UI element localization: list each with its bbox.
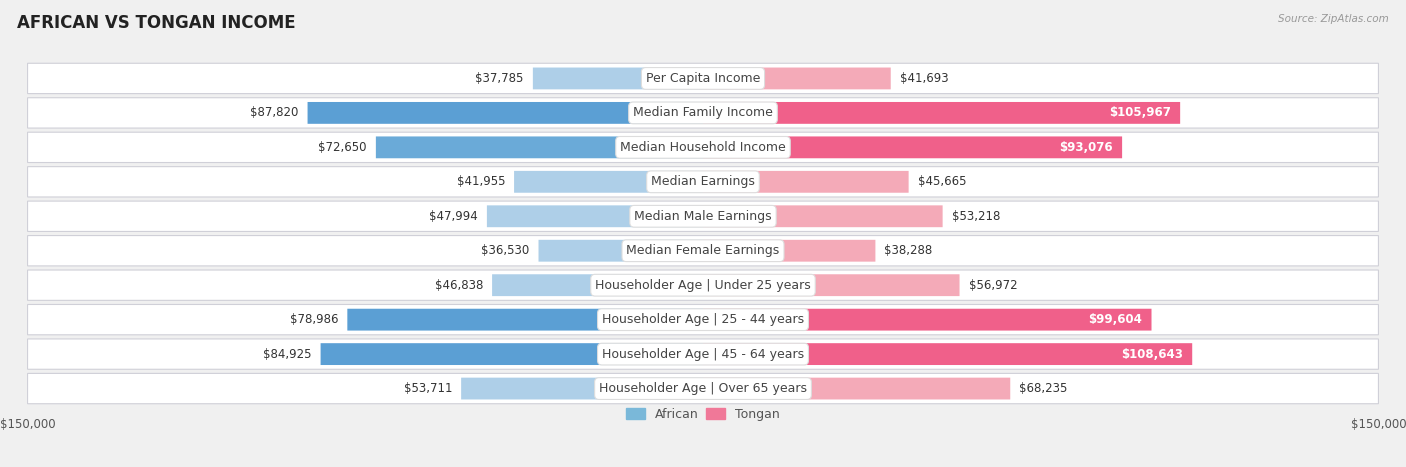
Text: Householder Age | 45 - 64 years: Householder Age | 45 - 64 years [602,347,804,361]
Text: $45,665: $45,665 [918,175,966,188]
Text: $36,530: $36,530 [481,244,530,257]
FancyBboxPatch shape [321,343,703,365]
Text: $87,820: $87,820 [250,106,298,120]
FancyBboxPatch shape [347,309,703,331]
Text: Median Household Income: Median Household Income [620,141,786,154]
Text: Median Female Earnings: Median Female Earnings [627,244,779,257]
Text: Per Capita Income: Per Capita Income [645,72,761,85]
FancyBboxPatch shape [703,240,876,262]
FancyBboxPatch shape [703,274,959,296]
FancyBboxPatch shape [28,63,1378,93]
Text: AFRICAN VS TONGAN INCOME: AFRICAN VS TONGAN INCOME [17,14,295,32]
Text: $56,972: $56,972 [969,279,1017,292]
Text: $41,693: $41,693 [900,72,949,85]
FancyBboxPatch shape [533,68,703,89]
Text: $93,076: $93,076 [1060,141,1114,154]
Text: Householder Age | Over 65 years: Householder Age | Over 65 years [599,382,807,395]
FancyBboxPatch shape [515,171,703,193]
FancyBboxPatch shape [28,167,1378,197]
Text: $108,643: $108,643 [1122,347,1184,361]
Text: $37,785: $37,785 [475,72,524,85]
Text: $53,218: $53,218 [952,210,1000,223]
FancyBboxPatch shape [703,171,908,193]
FancyBboxPatch shape [28,304,1378,335]
Legend: African, Tongan: African, Tongan [621,403,785,426]
Text: $99,604: $99,604 [1088,313,1143,326]
Text: Median Earnings: Median Earnings [651,175,755,188]
FancyBboxPatch shape [28,270,1378,300]
Text: $38,288: $38,288 [884,244,932,257]
Text: $47,994: $47,994 [429,210,478,223]
FancyBboxPatch shape [703,309,1152,331]
FancyBboxPatch shape [703,136,1122,158]
FancyBboxPatch shape [308,102,703,124]
FancyBboxPatch shape [28,132,1378,163]
Text: $41,955: $41,955 [457,175,505,188]
Text: Median Male Earnings: Median Male Earnings [634,210,772,223]
FancyBboxPatch shape [703,102,1180,124]
Text: $68,235: $68,235 [1019,382,1067,395]
FancyBboxPatch shape [28,201,1378,232]
FancyBboxPatch shape [461,378,703,399]
Text: $46,838: $46,838 [434,279,484,292]
Text: Source: ZipAtlas.com: Source: ZipAtlas.com [1278,14,1389,24]
Text: Median Family Income: Median Family Income [633,106,773,120]
Text: $105,967: $105,967 [1109,106,1171,120]
FancyBboxPatch shape [703,205,942,227]
Text: $72,650: $72,650 [318,141,367,154]
FancyBboxPatch shape [375,136,703,158]
FancyBboxPatch shape [28,98,1378,128]
FancyBboxPatch shape [28,235,1378,266]
Text: $84,925: $84,925 [263,347,312,361]
FancyBboxPatch shape [486,205,703,227]
FancyBboxPatch shape [703,68,891,89]
Text: Householder Age | Under 25 years: Householder Age | Under 25 years [595,279,811,292]
Text: $78,986: $78,986 [290,313,339,326]
FancyBboxPatch shape [28,339,1378,369]
FancyBboxPatch shape [492,274,703,296]
FancyBboxPatch shape [28,374,1378,404]
FancyBboxPatch shape [703,378,1011,399]
Text: Householder Age | 25 - 44 years: Householder Age | 25 - 44 years [602,313,804,326]
FancyBboxPatch shape [538,240,703,262]
FancyBboxPatch shape [703,343,1192,365]
Text: $53,711: $53,711 [404,382,453,395]
